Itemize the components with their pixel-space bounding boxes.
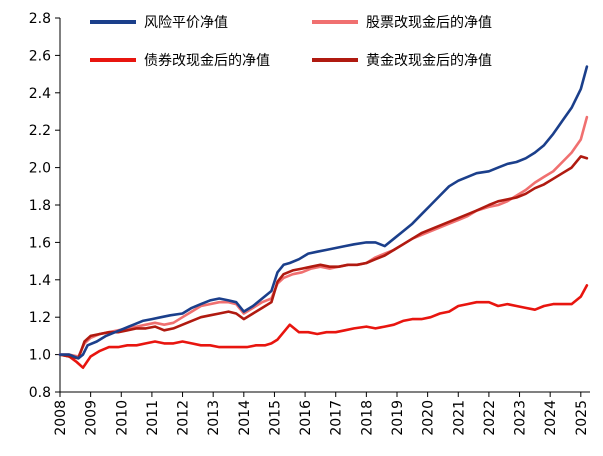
legend-label-2: 债券改现金后的净值: [144, 53, 270, 69]
x-tick-label: 2020: [421, 400, 437, 436]
x-tick-label: 2009: [84, 400, 100, 436]
x-tick-label: 2017: [329, 400, 345, 436]
legend-label-0: 风险平价净值: [144, 15, 228, 31]
x-tick-label: 2008: [53, 400, 69, 436]
x-tick-label: 2025: [574, 400, 590, 436]
x-tick-label: 2012: [176, 400, 192, 436]
x-tick-label: 2022: [482, 400, 498, 436]
x-tick-label: 2010: [114, 400, 130, 436]
legend-label-3: 黄金改现金后的净值: [366, 52, 492, 69]
y-tick-label: 1.6: [29, 235, 51, 251]
x-tick-label: 2021: [451, 400, 467, 436]
x-tick-label: 2013: [206, 400, 222, 436]
x-tick-label: 2011: [145, 400, 161, 436]
y-tick-label: 2.6: [29, 48, 51, 64]
x-tick-label: 2018: [359, 400, 375, 436]
series-line-1: [58, 115, 589, 358]
y-axis-ticks: 0.8 1.0 1.2 1.4 1.6 1.8 2.0 2.2 2.4 2.6 2.8: [29, 11, 60, 401]
series-line-0: [58, 65, 589, 360]
x-tick-label: 2019: [390, 400, 406, 436]
axes: [59, 18, 590, 393]
y-tick-label: 2.8: [29, 11, 51, 27]
x-tick-label: 2016: [298, 400, 314, 436]
x-axis-ticks: 2008 2009 2010 2011 2012 2013 2014 2015 2016 2017…: [53, 392, 590, 436]
y-tick-label: 1.4: [29, 273, 51, 289]
y-tick-label: 1.2: [29, 310, 51, 326]
series-lines: [58, 65, 589, 370]
y-tick-label: 1.8: [29, 198, 51, 214]
series-line-2: [58, 284, 589, 370]
y-tick-label: 2.2: [29, 123, 51, 139]
y-tick-label: 2.0: [29, 161, 51, 177]
y-tick-label: 2.4: [29, 86, 51, 102]
legend-label-1: 股票改现金后的净值: [366, 15, 492, 31]
x-tick-label: 2024: [543, 400, 559, 436]
x-tick-label: 2014: [237, 400, 253, 436]
x-tick-label: 2015: [267, 400, 283, 436]
series-line-3: [58, 155, 589, 360]
y-tick-label: 1.0: [29, 348, 51, 364]
x-tick-label: 2023: [513, 400, 529, 436]
y-tick-label: 0.8: [29, 385, 51, 401]
